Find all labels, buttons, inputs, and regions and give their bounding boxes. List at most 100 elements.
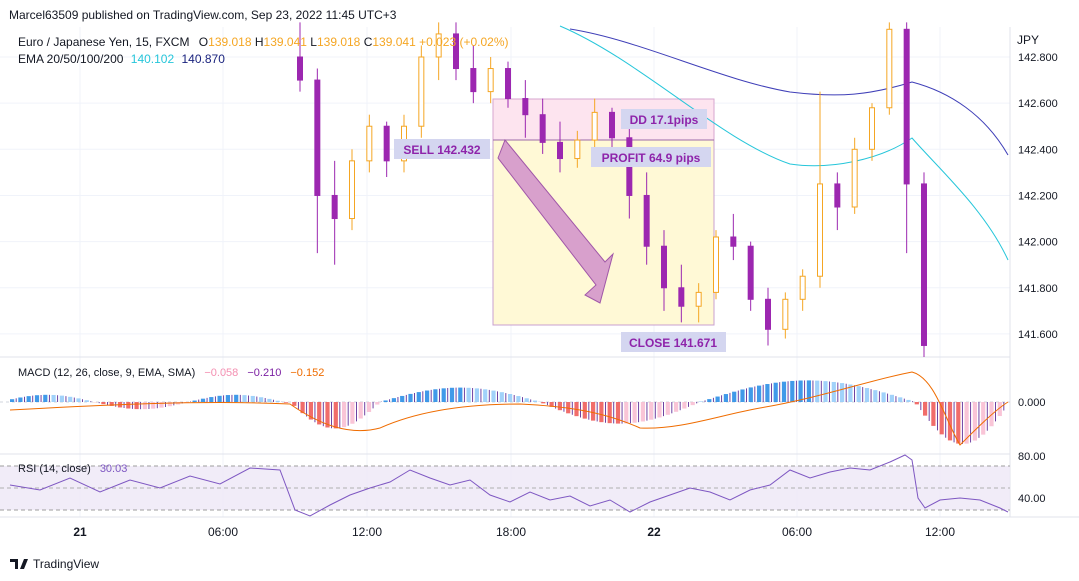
- price-tick: 141.600: [1018, 329, 1058, 341]
- candle-body: [487, 68, 494, 93]
- macd-bar: [491, 390, 496, 402]
- macd-histogram: [10, 380, 1005, 444]
- macd-bar: [466, 387, 471, 402]
- macd-bar: [707, 399, 712, 402]
- macd-bar: [275, 400, 280, 402]
- macd-legend[interactable]: MACD (12, 26, close, 9, EMA, SMA) −0.058…: [18, 367, 324, 379]
- symbol-legend[interactable]: Euro / Japanese Yen, 15, FXCM O139.018 H…: [18, 35, 509, 49]
- macd-bar: [732, 391, 737, 402]
- macd-bar: [342, 402, 347, 428]
- macd-bar: [657, 402, 662, 418]
- candle: [782, 292, 789, 339]
- macd-bar: [425, 390, 430, 402]
- candle-body: [765, 298, 771, 330]
- candle: [643, 172, 650, 265]
- sell-label-box: [394, 139, 490, 159]
- macd-bar: [10, 399, 15, 402]
- candle: [418, 45, 425, 138]
- time-tick: 21: [73, 525, 87, 539]
- macd-bar: [151, 402, 156, 409]
- price-tick: 142.400: [1018, 144, 1058, 156]
- published-line: Marcel63509 published on TradingView.com…: [9, 8, 397, 22]
- candle: [851, 137, 858, 214]
- candle: [383, 121, 390, 177]
- macd-bar: [607, 402, 612, 424]
- rsi-legend[interactable]: RSI (14, close) 30.03: [18, 463, 127, 475]
- candle: [487, 57, 494, 104]
- sell-arrow[interactable]: [497, 139, 614, 304]
- macd-bar: [76, 398, 81, 402]
- candle: [366, 114, 373, 173]
- macd-bar: [234, 394, 239, 402]
- macd-bar: [449, 387, 455, 402]
- macd-bar: [416, 392, 421, 402]
- candle: [886, 22, 893, 115]
- macd-bar: [541, 402, 546, 404]
- macd-signal-line: [9, 371, 1009, 446]
- macd-bar: [840, 383, 845, 402]
- macd-bar: [18, 397, 23, 402]
- macd-bar: [873, 390, 878, 402]
- macd-bar: [358, 402, 363, 419]
- candle: [609, 107, 615, 150]
- macd-bar: [781, 381, 787, 402]
- time-tick: 06:00: [782, 525, 812, 539]
- macd-bar: [267, 398, 272, 402]
- candle-body: [730, 236, 737, 247]
- candle-body: [418, 56, 425, 127]
- ohlc-high: 139.041: [263, 35, 307, 49]
- macd-bar: [101, 402, 106, 405]
- candle: [435, 22, 442, 81]
- macd-bar: [159, 402, 164, 408]
- time-tick: 22: [647, 525, 661, 539]
- macd-bar: [325, 402, 330, 428]
- macd-bar: [200, 398, 206, 402]
- price-axis-ticks: 142.800 142.600 142.400 142.200 142.000 141.8…: [1018, 52, 1058, 341]
- tradingview-logo-text: TradingView: [33, 557, 99, 571]
- rsi-line: [9, 454, 1009, 517]
- close-label: CLOSE 141.671: [629, 336, 717, 350]
- macd-bar: [408, 393, 413, 402]
- candle-body: [609, 111, 615, 139]
- macd-bar: [134, 402, 139, 410]
- candle-body: [921, 183, 927, 346]
- candle: [713, 230, 719, 300]
- ema-legend[interactable]: EMA 20/50/100/200 140.102 140.870: [18, 52, 225, 66]
- macd-bar: [483, 389, 488, 402]
- dd-label: DD 17.1pips: [630, 113, 699, 127]
- tradingview-logo-mark: [20, 559, 28, 569]
- macd-bar: [823, 381, 828, 402]
- macd-bar: [242, 395, 247, 402]
- macd-bar: [649, 402, 654, 420]
- price-tick: 142.600: [1018, 98, 1058, 110]
- macd-bar: [989, 402, 994, 427]
- macd-bar: [566, 402, 571, 414]
- macd-bar: [524, 398, 529, 402]
- candle-body: [695, 291, 702, 307]
- candle-body: [453, 33, 459, 70]
- macd-bar: [923, 402, 928, 416]
- tradingview-logo-icon: [10, 559, 18, 569]
- macd-bar: [582, 402, 587, 419]
- candle: [522, 80, 529, 138]
- ema-slow-line: [569, 28, 1009, 156]
- ohlc-open: 139.018: [208, 35, 252, 49]
- macd-bar: [815, 380, 820, 402]
- candle-body: [903, 28, 910, 185]
- candle: [834, 172, 841, 231]
- macd-bar: [997, 402, 1002, 417]
- candle-body: [799, 275, 806, 300]
- candle-body: [886, 28, 893, 109]
- macd-bar: [964, 402, 969, 444]
- symbol-title: Euro / Japanese Yen, 15, FXCM: [18, 35, 190, 49]
- macd-bar: [640, 402, 645, 422]
- macd-bar: [748, 387, 753, 402]
- candle-body: [851, 148, 858, 208]
- price-tick: 142.800: [1018, 52, 1058, 64]
- tradingview-logo[interactable]: TradingView: [10, 557, 99, 571]
- candle-body: [643, 194, 650, 247]
- candle-body: [366, 125, 373, 162]
- candle: [539, 98, 546, 154]
- macd-legend-label: MACD (12, 26, close, 9, EMA, SMA): [18, 367, 195, 379]
